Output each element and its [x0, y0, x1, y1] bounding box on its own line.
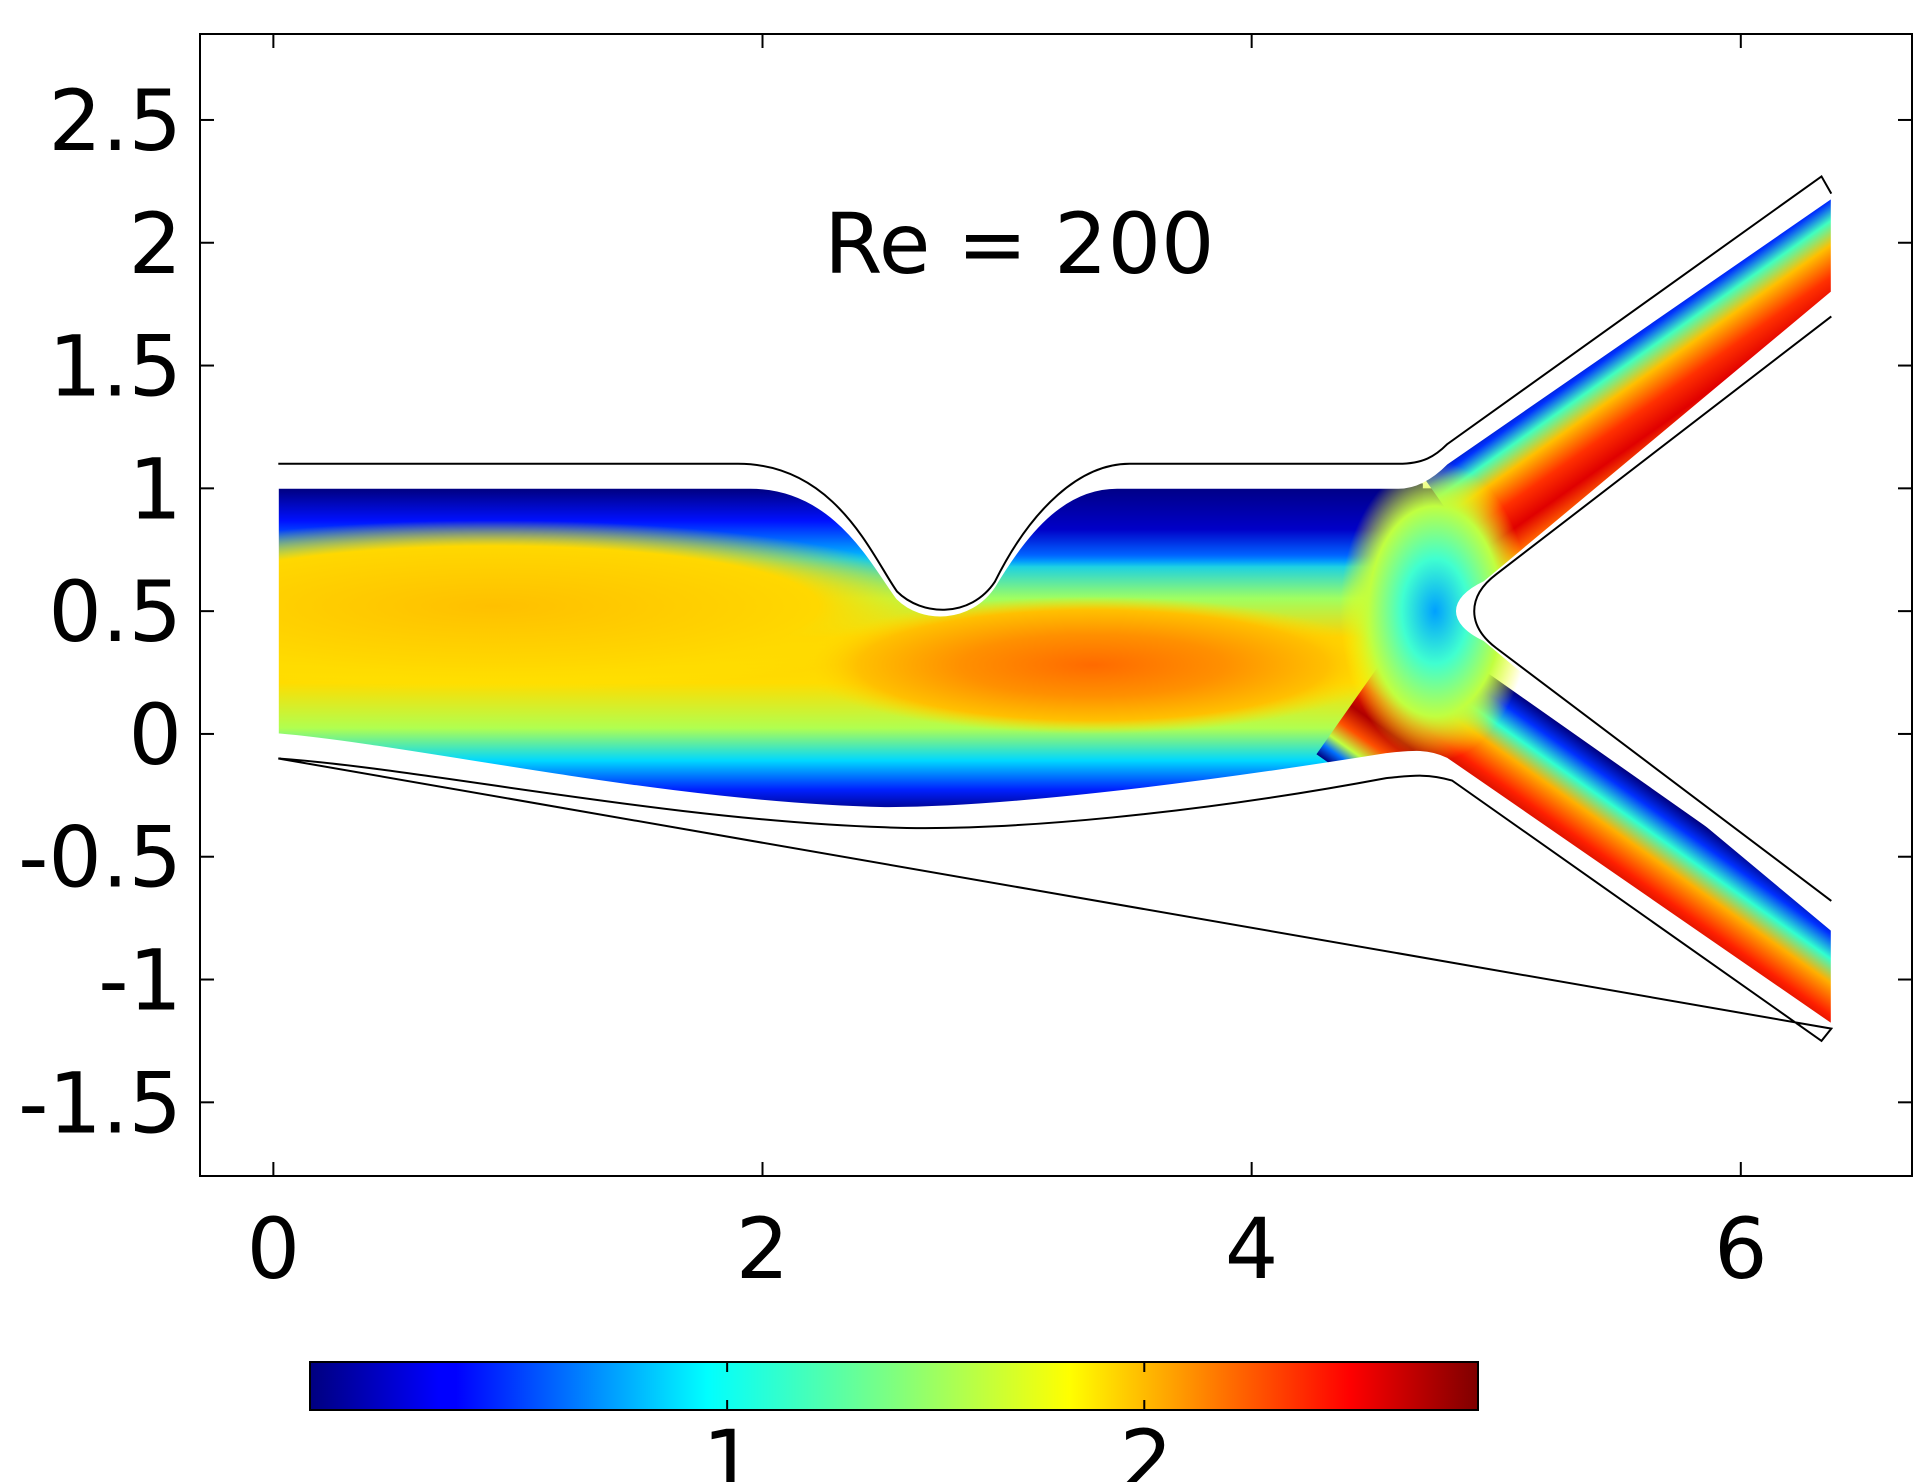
- vessel-wall: [278, 174, 1834, 1043]
- y-tick-label: -1: [98, 932, 182, 1030]
- inlet-core: [278, 520, 959, 693]
- lower-branch-field: [1316, 619, 1832, 1024]
- x-tick-label: 0: [247, 1200, 300, 1298]
- y-tick-label: 0: [129, 686, 182, 784]
- y-tick-label: 1: [129, 440, 182, 538]
- y-tick-label: -0.5: [18, 809, 182, 907]
- y-tick-label: 2.5: [48, 72, 182, 170]
- plot-area: [199, 33, 1913, 1177]
- y-tick-label: 0.5: [48, 563, 182, 661]
- fluid-boundary: [277, 197, 1832, 1025]
- colorbar-gradient: [309, 1361, 1479, 1411]
- colorbar-tick-label: 1: [702, 1412, 755, 1482]
- reynolds-annotation: Re = 200: [824, 195, 1214, 293]
- y-tick-label: 1.5: [48, 318, 182, 416]
- bifurcation-zone: [1340, 461, 1531, 762]
- stenosis-jet: [799, 596, 1387, 734]
- x-tick-label: 6: [1714, 1200, 1767, 1298]
- x-axis: 0 2 4 6: [247, 34, 1768, 1298]
- x-tick-label: 4: [1225, 1200, 1278, 1298]
- colorbar-tick-label: 2: [1120, 1412, 1173, 1482]
- y-axis: 2.5 2 1.5 1 0.5 0 -0.5 -1 -1.5: [18, 72, 1912, 1152]
- y-tick-label: -1.5: [18, 1054, 182, 1152]
- x-tick-label: 2: [736, 1200, 789, 1298]
- y-tick-label: 2: [129, 195, 182, 293]
- upper-branch-field: [1418, 198, 1832, 606]
